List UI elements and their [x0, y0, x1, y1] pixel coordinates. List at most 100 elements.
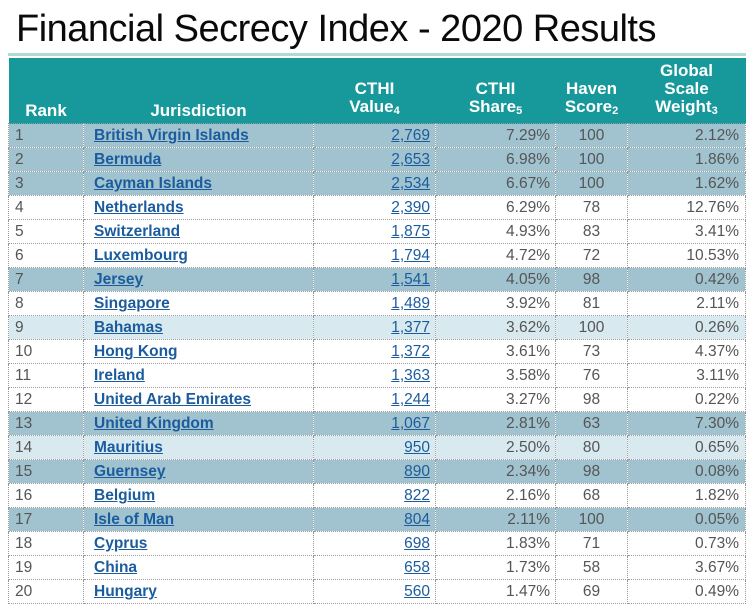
- jurisdiction-link[interactable]: Luxembourg: [94, 247, 188, 264]
- cthi-share-cell: 2.11%: [435, 507, 556, 532]
- haven-score-cell: 100: [555, 315, 628, 340]
- rank-cell: 1: [8, 123, 84, 148]
- global-scale-weight-cell: 0.22%: [627, 387, 746, 412]
- haven-score-cell: 58: [555, 555, 628, 580]
- cthi-value-link-cell: 2,390: [313, 195, 436, 220]
- haven-score-cell: 71: [555, 531, 628, 556]
- cthi-share-cell: 3.92%: [435, 291, 556, 316]
- col-header-jurisdiction: Jurisdiction: [83, 58, 314, 124]
- haven-score-cell: 76: [555, 363, 628, 388]
- cthi-value-link-cell: 1,067: [313, 411, 436, 436]
- global-scale-weight-cell: 1.86%: [627, 147, 746, 172]
- jurisdiction-link-cell: Hong Kong: [83, 339, 314, 364]
- global-scale-weight-cell: 12.76%: [627, 195, 746, 220]
- table-row: 18 Cyprus 698 1.83% 71 0.73%: [8, 531, 746, 556]
- cthi-value-link[interactable]: 1,244: [391, 391, 430, 408]
- table-row: 12 United Arab Emirates 1,244 3.27% 98 0.22%: [8, 387, 746, 412]
- cthi-value-link[interactable]: 2,769: [391, 127, 430, 144]
- cthi-share-cell: 4.72%: [435, 243, 556, 268]
- table-body: 1 British Virgin Islands 2,769 7.29% 100 2.12…: [8, 123, 746, 604]
- cthi-value-link[interactable]: 2,534: [391, 175, 430, 192]
- haven-score-cell: 69: [555, 579, 628, 604]
- jurisdiction-link-cell: Switzerland: [83, 219, 314, 244]
- haven-score-cell: 72: [555, 243, 628, 268]
- jurisdiction-link[interactable]: British Virgin Islands: [94, 127, 249, 144]
- cthi-value-link[interactable]: 890: [404, 463, 430, 480]
- table-row: 13 United Kingdom 1,067 2.81% 63 7.30%: [8, 411, 746, 436]
- jurisdiction-link-cell: Cyprus: [83, 531, 314, 556]
- rank-cell: 7: [8, 267, 84, 292]
- jurisdiction-link-cell: Isle of Man: [83, 507, 314, 532]
- jurisdiction-link[interactable]: United Kingdom: [94, 415, 214, 432]
- cthi-value-link-cell: 560: [313, 579, 436, 604]
- cthi-value-link-cell: 1,794: [313, 243, 436, 268]
- jurisdiction-link[interactable]: Belgium: [94, 487, 156, 504]
- global-scale-weight-cell: 0.08%: [627, 459, 746, 484]
- jurisdiction-link[interactable]: China: [94, 559, 138, 576]
- jurisdiction-link-cell: United Kingdom: [83, 411, 314, 436]
- jurisdiction-link[interactable]: Bermuda: [94, 151, 162, 168]
- jurisdiction-link[interactable]: Cyprus: [94, 535, 148, 552]
- cthi-value-link[interactable]: 822: [404, 487, 430, 504]
- global-scale-weight-cell: 3.11%: [627, 363, 746, 388]
- cthi-share-cell: 1.47%: [435, 579, 556, 604]
- table-row: 9 Bahamas 1,377 3.62% 100 0.26%: [8, 315, 746, 340]
- cthi-value-link[interactable]: 2,390: [391, 199, 430, 216]
- jurisdiction-link[interactable]: Bahamas: [94, 319, 163, 336]
- jurisdiction-link[interactable]: Switzerland: [94, 223, 181, 240]
- jurisdiction-link[interactable]: Mauritius: [94, 439, 163, 456]
- table-row: 8 Singapore 1,489 3.92% 81 2.11%: [8, 291, 746, 316]
- jurisdiction-link[interactable]: Hungary: [94, 583, 157, 600]
- cthi-value-link-cell: 698: [313, 531, 436, 556]
- cthi-value-link[interactable]: 950: [404, 439, 430, 456]
- cthi-value-link-cell: 2,769: [313, 123, 436, 148]
- jurisdiction-link[interactable]: Hong Kong: [94, 343, 178, 360]
- rank-cell: 15: [8, 459, 84, 484]
- rank-cell: 17: [8, 507, 84, 532]
- cthi-value-link[interactable]: 1,363: [391, 367, 430, 384]
- cthi-value-link[interactable]: 1,541: [391, 271, 430, 288]
- table-row: 17 Isle of Man 804 2.11% 100 0.05%: [8, 507, 746, 532]
- haven-score-cell: 63: [555, 411, 628, 436]
- global-scale-weight-cell: 0.05%: [627, 507, 746, 532]
- cthi-value-link[interactable]: 1,489: [391, 295, 430, 312]
- haven-score-cell: 68: [555, 483, 628, 508]
- haven-score-cell: 100: [555, 507, 628, 532]
- jurisdiction-link[interactable]: Singapore: [94, 295, 170, 312]
- cthi-value-link-cell: 1,244: [313, 387, 436, 412]
- jurisdiction-link-cell: Belgium: [83, 483, 314, 508]
- jurisdiction-link-cell: Cayman Islands: [83, 171, 314, 196]
- cthi-value-link[interactable]: 1,377: [391, 319, 430, 336]
- jurisdiction-link[interactable]: Netherlands: [94, 199, 184, 216]
- cthi-value-link-cell: 1,875: [313, 219, 436, 244]
- cthi-value-link[interactable]: 560: [404, 583, 430, 600]
- jurisdiction-link[interactable]: Cayman Islands: [94, 175, 213, 192]
- cthi-value-link[interactable]: 1,372: [391, 343, 430, 360]
- cthi-value-link-cell: 950: [313, 435, 436, 460]
- rank-header-label: Rank: [25, 101, 67, 120]
- table-row: 7 Jersey 1,541 4.05% 98 0.42%: [8, 267, 746, 292]
- haven-score-cell: 80: [555, 435, 628, 460]
- cthi-value-link[interactable]: 2,653: [391, 151, 430, 168]
- cthi-value-link[interactable]: 1,794: [391, 247, 430, 264]
- cthi-share-cell: 4.93%: [435, 219, 556, 244]
- haven-score-cell: 78: [555, 195, 628, 220]
- cthi-value-link-cell: 1,489: [313, 291, 436, 316]
- jurisdiction-link[interactable]: Isle of Man: [94, 511, 175, 528]
- cthi-value-link-cell: 822: [313, 483, 436, 508]
- rank-cell: 10: [8, 339, 84, 364]
- jurisdiction-link-cell: Singapore: [83, 291, 314, 316]
- cthi-value-link[interactable]: 698: [404, 535, 430, 552]
- rank-cell: 4: [8, 195, 84, 220]
- cthi-value-link[interactable]: 658: [404, 559, 430, 576]
- cthi-share-cell: 6.67%: [435, 171, 556, 196]
- jurisdiction-link[interactable]: United Arab Emirates: [94, 391, 252, 408]
- cthi-value-link[interactable]: 1,067: [391, 415, 430, 432]
- cthi-value-link[interactable]: 804: [404, 511, 430, 528]
- cthi-value-link[interactable]: 1,875: [391, 223, 430, 240]
- jurisdiction-link[interactable]: Guernsey: [94, 463, 166, 480]
- global-scale-weight-cell: 0.42%: [627, 267, 746, 292]
- cthi-value-link-cell: 1,541: [313, 267, 436, 292]
- jurisdiction-link[interactable]: Jersey: [94, 271, 144, 288]
- jurisdiction-link[interactable]: Ireland: [94, 367, 145, 384]
